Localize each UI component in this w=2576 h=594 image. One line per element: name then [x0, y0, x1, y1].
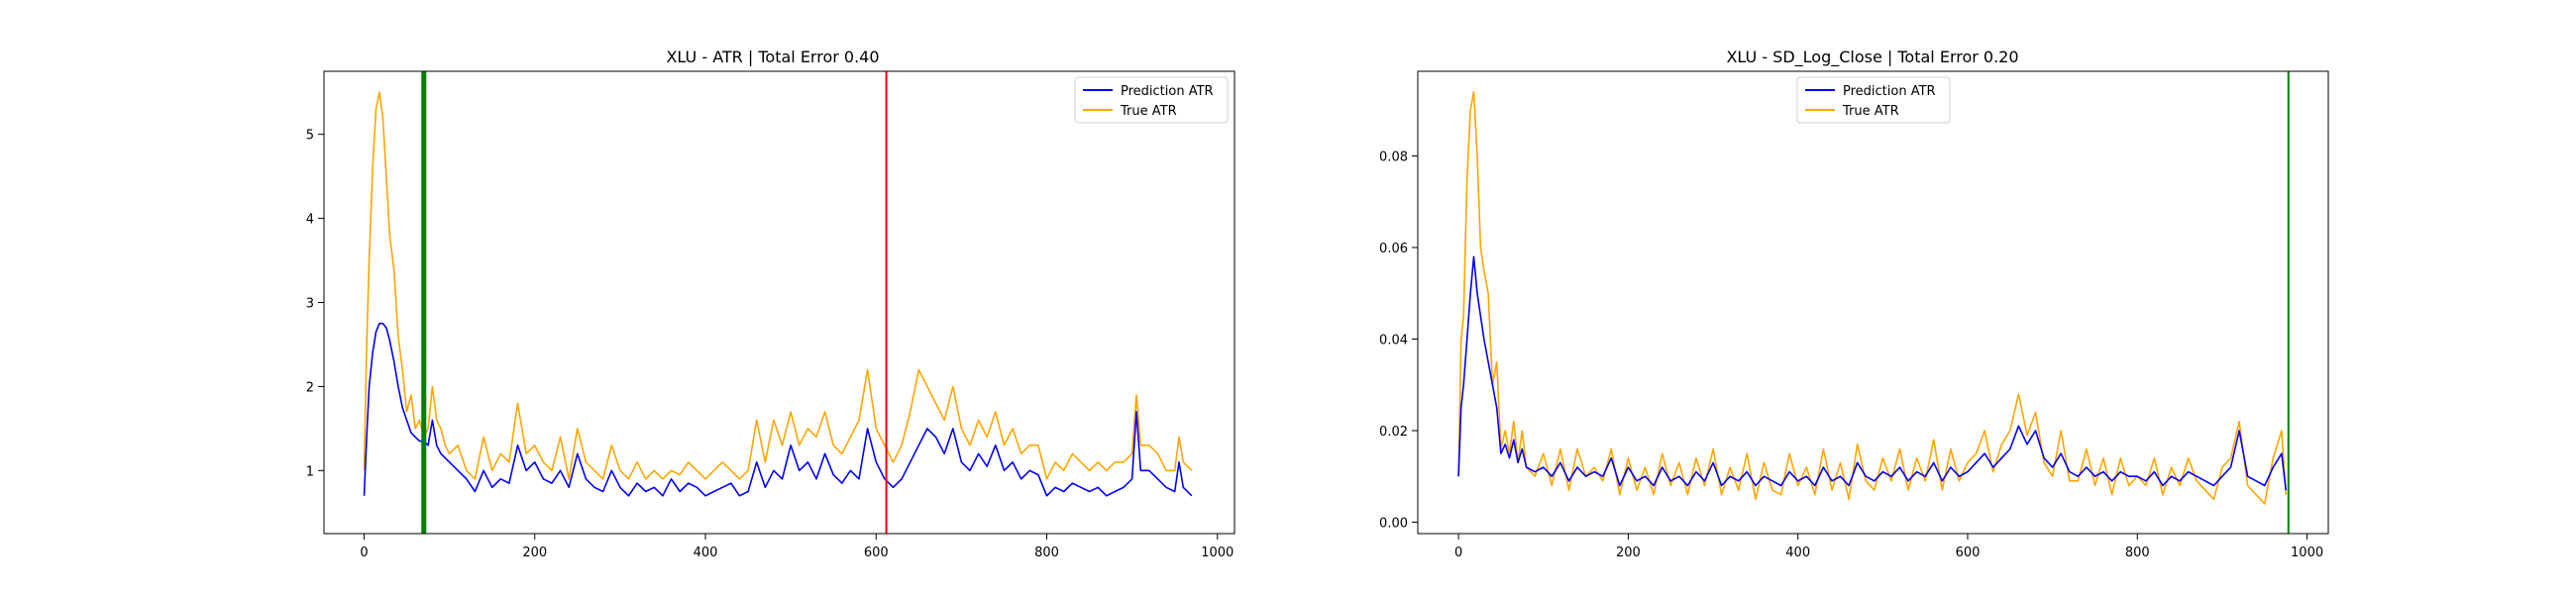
- legend: Prediction ATR True ATR: [1796, 76, 1951, 124]
- series-line-true: [363, 91, 1193, 480]
- legend-box: [1074, 76, 1229, 124]
- y-tick-label: 5: [306, 129, 314, 144]
- x-tick-label: 200: [1616, 545, 1641, 560]
- x-tick-label: 400: [694, 545, 718, 560]
- chart-title: XLU - ATR | Total Error 0.40: [666, 48, 879, 66]
- legend-label-prediction: Prediction ATR: [1843, 84, 1936, 99]
- y-tick-label: 2: [306, 380, 314, 395]
- chart-sd-log-close: XLU - SD_Log_Close | Total Error 0.20 0 2…: [1379, 48, 2329, 560]
- x-tick-label: 600: [1956, 545, 1981, 560]
- legend-box: [1796, 76, 1951, 124]
- y-tick-label: 0.06: [1379, 242, 1408, 256]
- x-tick-label: 800: [1034, 545, 1059, 560]
- x-tick-label: 1000: [2291, 545, 2323, 560]
- legend-label-prediction: Prediction ATR: [1121, 84, 1214, 99]
- series-line-prediction: [1457, 255, 2287, 491]
- y-tick-label: 0.00: [1379, 516, 1408, 531]
- x-tick-label: 800: [2125, 545, 2150, 560]
- plot-frame: [323, 70, 1235, 535]
- y-tick-label: 1: [306, 464, 314, 479]
- x-tick-label: 0: [1454, 545, 1462, 560]
- legend: Prediction ATR True ATR: [1074, 76, 1229, 124]
- y-tick-label: 4: [306, 213, 314, 228]
- x-tick-label: 1000: [1201, 545, 1234, 560]
- y-tick-label: 0.08: [1379, 150, 1408, 165]
- plot-frame: [1417, 70, 2329, 535]
- legend-label-true: True ATR: [1842, 104, 1899, 119]
- chart-title: XLU - SD_Log_Close | Total Error 0.20: [1726, 48, 2018, 67]
- y-tick-label: 0.04: [1379, 333, 1408, 347]
- legend-label-true: True ATR: [1120, 104, 1177, 119]
- series-line-true: [1457, 91, 2287, 505]
- chart-atr: XLU - ATR | Total Error 0.40 0 200 400 600 8…: [306, 48, 1235, 560]
- x-tick-label: 400: [1785, 545, 1810, 560]
- series-line-prediction: [363, 322, 1193, 497]
- x-tick-label: 600: [864, 545, 889, 560]
- x-tick-label: 0: [360, 545, 368, 560]
- y-tick-label: 0.02: [1379, 425, 1408, 440]
- y-tick-label: 3: [306, 297, 314, 312]
- x-tick-label: 200: [522, 545, 547, 560]
